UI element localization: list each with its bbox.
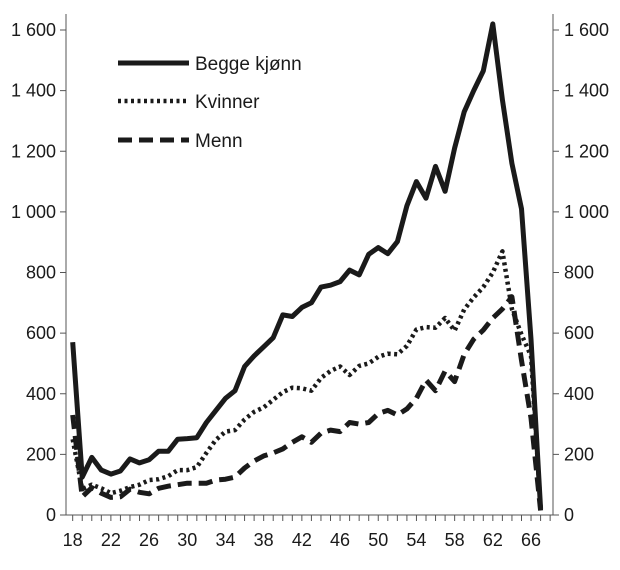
y-tick-label-left: 400 (26, 384, 56, 404)
x-tick-label: 66 (521, 530, 541, 550)
y-tick-label-right: 200 (564, 444, 594, 464)
y-tick-label-right: 1 200 (564, 141, 609, 161)
x-tick-label: 30 (177, 530, 197, 550)
y-tick-label-left: 0 (46, 505, 56, 525)
y-tick-label-right: 1 600 (564, 20, 609, 40)
y-tick-label-left: 600 (26, 323, 56, 343)
legend-label: Kvinner (195, 92, 260, 113)
legend-label: Begge kjønn (195, 54, 302, 75)
y-tick-label-right: 800 (564, 263, 594, 283)
y-axis-right: 0 200 400 600 800 1 000 1 200 1 400 1 600 (553, 20, 609, 525)
x-axis: 18 22 26 30 34 38 42 46 50 54 58 62 66 (63, 515, 551, 550)
y-tick-label-right: 600 (564, 323, 594, 343)
y-tick-label-left: 1 400 (11, 81, 56, 101)
series-lines (70, 21, 544, 511)
x-tick-label: 38 (254, 530, 274, 550)
x-tick-label: 26 (139, 530, 159, 550)
y-tick-label-right: 0 (564, 505, 574, 525)
x-tick-label: 22 (101, 530, 121, 550)
y-tick-label-right: 1 400 (564, 81, 609, 101)
series-line-dashed (70, 294, 544, 511)
x-tick-label: 34 (215, 530, 235, 550)
y-tick-label-left: 200 (26, 444, 56, 464)
x-tick-label: 54 (406, 530, 426, 550)
plot-area (65, 14, 554, 516)
x-tick-label: 50 (368, 530, 388, 550)
legend-label: Menn (195, 131, 243, 152)
y-tick-label-right: 400 (564, 384, 594, 404)
y-tick-label-left: 1 600 (11, 20, 56, 40)
x-tick-label: 18 (63, 530, 83, 550)
x-tick-label: 42 (292, 530, 312, 550)
x-tick-label: 46 (330, 530, 350, 550)
y-tick-label-left: 800 (26, 263, 56, 283)
y-tick-label-left: 1 000 (11, 202, 56, 222)
legend: Begge kjønn Kvinner Menn (118, 54, 302, 152)
series-line-solid (70, 21, 544, 510)
y-tick-label-left: 1 200 (11, 141, 56, 161)
y-tick-label-right: 1 000 (564, 202, 609, 222)
y-axis-left: 0 200 400 600 800 1 000 1 200 1 400 1 600 (11, 20, 66, 525)
series-line-dotted (70, 249, 543, 508)
x-tick-label: 58 (445, 530, 465, 550)
x-tick-label: 62 (483, 530, 503, 550)
